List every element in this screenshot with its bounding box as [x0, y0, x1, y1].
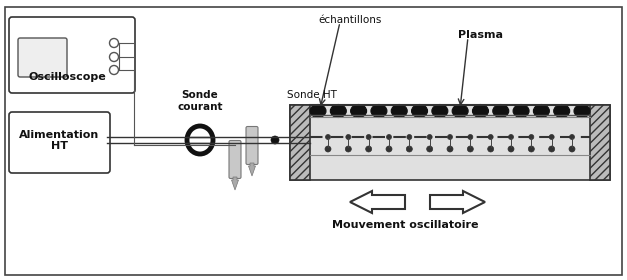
Circle shape	[569, 134, 574, 139]
Text: Oscilloscope: Oscilloscope	[28, 72, 106, 82]
Circle shape	[366, 134, 371, 139]
Circle shape	[427, 134, 432, 139]
Text: Sonde
courant: Sonde courant	[177, 90, 223, 112]
Circle shape	[529, 146, 534, 152]
FancyBboxPatch shape	[9, 17, 135, 93]
Circle shape	[549, 146, 555, 152]
Circle shape	[386, 146, 392, 152]
FancyBboxPatch shape	[246, 127, 258, 165]
Text: Sonde HT: Sonde HT	[287, 90, 337, 100]
FancyBboxPatch shape	[229, 141, 241, 179]
Circle shape	[346, 134, 351, 139]
Text: Mouvement oscillatoire: Mouvement oscillatoire	[332, 220, 478, 230]
Ellipse shape	[432, 104, 448, 118]
Ellipse shape	[493, 104, 508, 118]
Ellipse shape	[473, 104, 488, 118]
Ellipse shape	[574, 104, 590, 118]
Bar	[290, 105, 610, 180]
Circle shape	[366, 146, 372, 152]
Ellipse shape	[310, 104, 326, 118]
Ellipse shape	[411, 104, 428, 118]
Bar	[590, 105, 610, 180]
Ellipse shape	[513, 104, 529, 118]
Circle shape	[569, 146, 575, 152]
Text: Alimentation
HT: Alimentation HT	[19, 130, 100, 151]
Circle shape	[325, 134, 330, 139]
FancyArrow shape	[430, 191, 485, 213]
Circle shape	[426, 146, 433, 152]
Ellipse shape	[187, 126, 213, 154]
Circle shape	[447, 146, 453, 152]
Circle shape	[271, 136, 279, 144]
Circle shape	[508, 146, 514, 152]
Ellipse shape	[350, 104, 367, 118]
Circle shape	[467, 146, 473, 152]
Circle shape	[549, 134, 554, 139]
Circle shape	[508, 134, 514, 139]
Circle shape	[386, 134, 391, 139]
Ellipse shape	[371, 104, 387, 118]
Circle shape	[406, 146, 413, 152]
FancyArrow shape	[231, 177, 238, 190]
Ellipse shape	[452, 104, 468, 118]
Circle shape	[488, 146, 493, 152]
Circle shape	[468, 134, 473, 139]
Ellipse shape	[554, 104, 570, 118]
Circle shape	[110, 53, 119, 62]
Circle shape	[110, 66, 119, 74]
Text: échantillons: échantillons	[319, 15, 382, 25]
Circle shape	[488, 134, 493, 139]
Circle shape	[529, 134, 534, 139]
Circle shape	[407, 134, 412, 139]
Bar	[290, 105, 310, 180]
Ellipse shape	[330, 104, 346, 118]
Circle shape	[110, 39, 119, 48]
FancyBboxPatch shape	[18, 38, 67, 77]
Ellipse shape	[534, 104, 549, 118]
FancyArrow shape	[350, 191, 405, 213]
FancyArrow shape	[248, 163, 255, 176]
Circle shape	[325, 146, 331, 152]
Text: Plasma: Plasma	[458, 30, 502, 40]
Circle shape	[345, 146, 351, 152]
Ellipse shape	[391, 104, 407, 118]
FancyBboxPatch shape	[9, 112, 110, 173]
Circle shape	[448, 134, 453, 139]
